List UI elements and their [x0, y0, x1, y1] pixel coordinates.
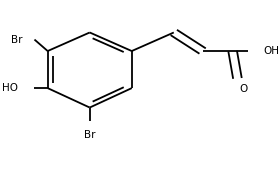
Text: HO: HO — [2, 83, 18, 93]
Text: OH: OH — [264, 46, 279, 56]
Text: Br: Br — [84, 130, 95, 140]
Text: Br: Br — [11, 35, 22, 44]
Text: O: O — [240, 84, 248, 94]
